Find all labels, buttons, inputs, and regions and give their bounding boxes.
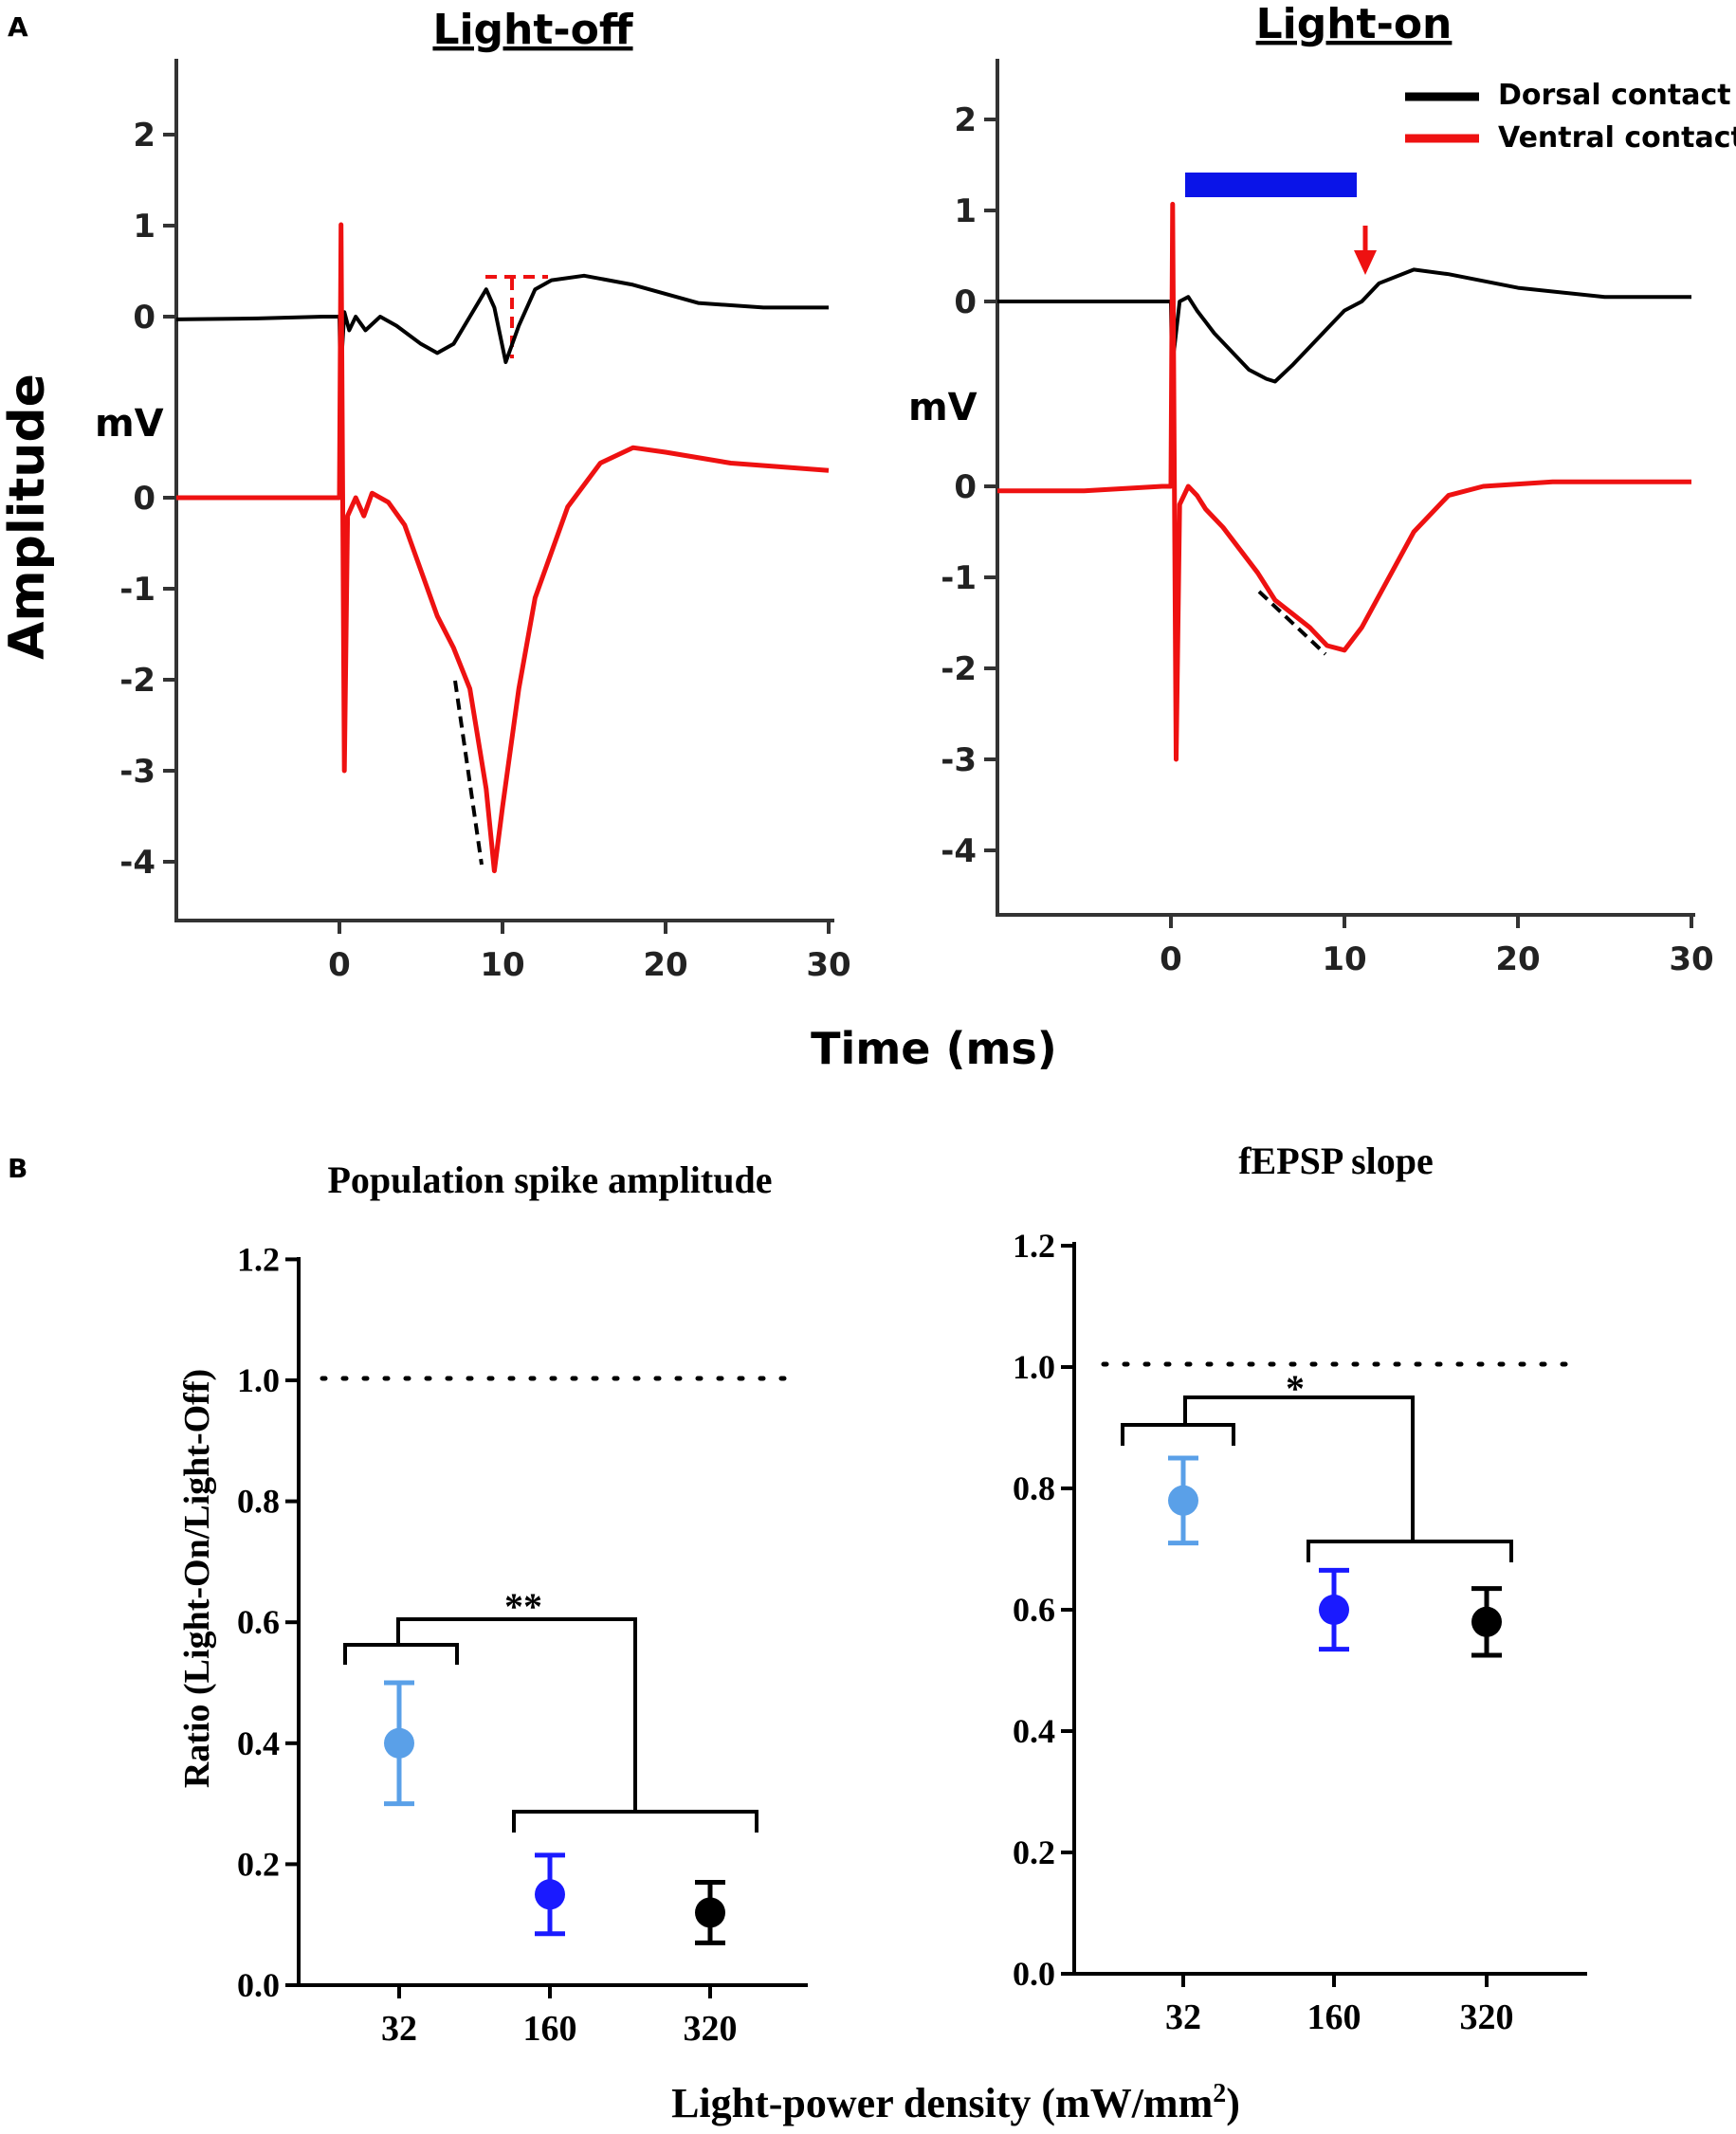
y-tick-label: 0.4 bbox=[1013, 1712, 1055, 1750]
dorsal-trace bbox=[997, 267, 1691, 384]
legend-label-ventral: Ventral contact bbox=[1498, 121, 1736, 155]
y-tick-label: -4 bbox=[941, 832, 977, 870]
data-point bbox=[1471, 1606, 1502, 1637]
mv-label-right: mV bbox=[908, 386, 978, 429]
amplitude-axis-label: Amplitude bbox=[0, 374, 56, 660]
x-tick-label: 0 bbox=[1160, 940, 1182, 978]
y-tick-label: 2 bbox=[954, 101, 977, 139]
fepsp-significance-label: * bbox=[1286, 1367, 1305, 1410]
ratio-axis-label: Ratio (Light-On/Light-Off) bbox=[177, 1369, 217, 1788]
y-tick-label: 0.4 bbox=[237, 1724, 280, 1762]
y-tick-label: 0.0 bbox=[237, 1966, 280, 2004]
x-tick-label: 320 bbox=[684, 2009, 738, 2049]
x-tick-label: 20 bbox=[643, 946, 687, 984]
y-tick-label: 0.8 bbox=[1013, 1469, 1055, 1507]
power-label-superscript: 2 bbox=[1213, 2079, 1226, 2108]
y-tick-label: 0.8 bbox=[237, 1483, 280, 1521]
y-tick-label: 0.6 bbox=[1013, 1591, 1055, 1629]
y-tick-label: 0 bbox=[133, 299, 155, 337]
y-tick-label: 0.2 bbox=[1013, 1833, 1055, 1871]
x-tick-label: 0 bbox=[328, 946, 351, 984]
y-tick-label: 1.2 bbox=[237, 1240, 280, 1278]
y-tick-label: 1.0 bbox=[1013, 1348, 1055, 1386]
y-tick-label: -3 bbox=[941, 741, 977, 779]
y-tick-label: -1 bbox=[119, 571, 155, 609]
x-tick-label: 32 bbox=[1165, 1997, 1201, 2037]
x-tick-label: 30 bbox=[1669, 940, 1713, 978]
panel-label-a: A bbox=[8, 11, 28, 43]
ventral-trace bbox=[997, 201, 1691, 762]
y-tick-label: 0 bbox=[954, 468, 977, 506]
light-on-title: Light-on bbox=[1256, 0, 1453, 48]
legend-label-dorsal: Dorsal contact bbox=[1498, 79, 1731, 112]
y-tick-label: 0 bbox=[133, 480, 155, 518]
y-tick-label: -4 bbox=[119, 844, 155, 882]
time-axis-label: Time (ms) bbox=[811, 1023, 1057, 1074]
data-point bbox=[1319, 1595, 1349, 1625]
y-tick-label: 2 bbox=[133, 117, 155, 155]
data-point bbox=[695, 1897, 725, 1928]
y-tick-label: 0 bbox=[954, 283, 977, 321]
light-pulse-bar bbox=[1185, 173, 1357, 197]
y-tick-label: 1 bbox=[954, 192, 977, 230]
data-point bbox=[535, 1879, 565, 1910]
psa-significance-label: ** bbox=[504, 1585, 542, 1628]
y-tick-label: 1.0 bbox=[237, 1361, 280, 1399]
psa-title: Population spike amplitude bbox=[327, 1158, 772, 1201]
y-tick-label: 0.2 bbox=[237, 1845, 280, 1883]
red-arrow bbox=[1354, 226, 1377, 275]
y-tick-label: -3 bbox=[119, 753, 155, 791]
x-tick-label: 20 bbox=[1495, 940, 1540, 978]
psa-significance-bracket bbox=[343, 1617, 758, 1833]
mv-label-left: mV bbox=[95, 402, 164, 446]
dorsal-trace bbox=[175, 273, 829, 374]
data-point bbox=[1168, 1485, 1198, 1516]
x-tick-label: 10 bbox=[1322, 940, 1366, 978]
fepsp-panel: fEPSP slope 0.0 0.2 0.4 0.6 0.8 1.0 1.2 32 160 3… bbox=[1013, 1140, 1587, 2037]
y-tick-label: -2 bbox=[941, 650, 977, 688]
x-tick-label: 320 bbox=[1460, 1997, 1514, 2037]
y-tick-label: 1 bbox=[133, 208, 155, 246]
data-point bbox=[384, 1727, 414, 1759]
x-tick-label: 30 bbox=[806, 946, 850, 984]
slope-line-light-on bbox=[1257, 590, 1327, 656]
fepsp-significance-bracket bbox=[1121, 1395, 1513, 1562]
slope-line-light-off bbox=[453, 680, 484, 866]
fepsp-title: fEPSP slope bbox=[1238, 1140, 1434, 1182]
y-tick-label: 0.6 bbox=[237, 1603, 280, 1641]
power-label-suffix: ) bbox=[1226, 2080, 1240, 2126]
x-tick-label: 32 bbox=[381, 2009, 417, 2049]
panel-label-b: B bbox=[8, 1153, 27, 1184]
y-tick-label: -2 bbox=[119, 662, 155, 700]
legend: Dorsal contact Ventral contact bbox=[1405, 79, 1736, 155]
light-off-title: Light-off bbox=[432, 6, 633, 54]
ventral-trace bbox=[176, 222, 830, 874]
power-density-axis-label: Light-power density (mW/mm2) bbox=[671, 2079, 1240, 2126]
x-tick-label: 10 bbox=[480, 946, 524, 984]
y-tick-label: 1.2 bbox=[1013, 1227, 1055, 1265]
psa-panel: Population spike amplitude 0.0 0.2 0.4 0.6 0… bbox=[237, 1158, 808, 2049]
power-label-prefix: Light-power density (mW/mm bbox=[671, 2080, 1213, 2126]
y-tick-label: -1 bbox=[941, 559, 977, 597]
y-tick-label: 0.0 bbox=[1013, 1955, 1055, 1993]
x-tick-label: 160 bbox=[1307, 1997, 1361, 2037]
x-tick-label: 160 bbox=[523, 2009, 577, 2049]
